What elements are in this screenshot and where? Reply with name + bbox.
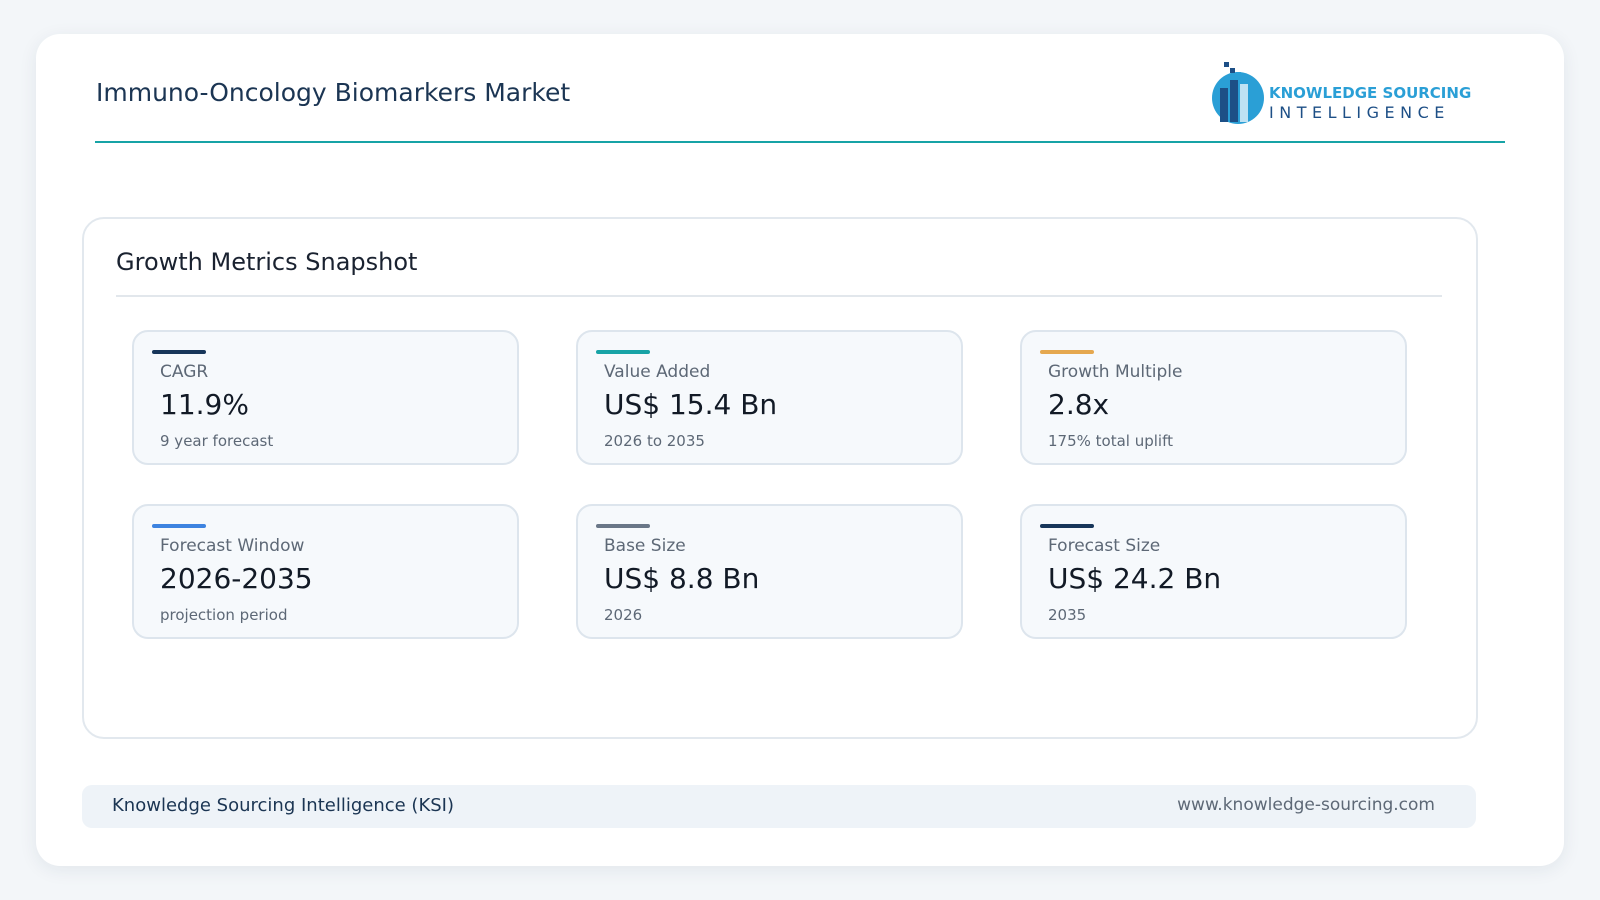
metric-label: Base Size bbox=[604, 536, 686, 556]
card-accent bbox=[596, 524, 650, 528]
logo-text: INTELLIGENCE bbox=[1269, 103, 1450, 122]
footer-bar bbox=[82, 785, 1476, 828]
metrics-panel bbox=[82, 217, 1478, 739]
metric-value: 2.8x bbox=[1048, 388, 1110, 421]
metric-card: Forecast Size US$ 24.2 Bn 2035 bbox=[1020, 504, 1407, 639]
metric-label: CAGR bbox=[160, 362, 209, 382]
metric-note: 2026 bbox=[604, 606, 643, 624]
metric-card: Value Added US$ 15.4 Bn 2026 to 2035 bbox=[576, 330, 963, 465]
card-accent bbox=[1040, 350, 1094, 354]
metric-card: Forecast Window 2026-2035 projection perio… bbox=[132, 504, 519, 639]
logo-pixel bbox=[1242, 76, 1247, 81]
metric-label: Forecast Size bbox=[1048, 536, 1161, 556]
metric-value: 2026-2035 bbox=[160, 562, 313, 595]
logo-text: KNOWLEDGE SOURCING bbox=[1269, 84, 1472, 102]
logo-bar bbox=[1230, 80, 1238, 122]
logo-pixel bbox=[1224, 62, 1229, 67]
metric-label: Growth Multiple bbox=[1048, 362, 1183, 382]
metric-value: 11.9% bbox=[160, 388, 249, 421]
metric-note: 9 year forecast bbox=[160, 432, 274, 450]
card-accent bbox=[152, 524, 206, 528]
logo-pixel bbox=[1230, 68, 1235, 73]
metric-label: Value Added bbox=[604, 362, 711, 382]
metric-note: 175% total uplift bbox=[1048, 432, 1173, 450]
logo-icon bbox=[1212, 62, 1264, 124]
metric-card: Growth Multiple 2.8x 175% total uplift bbox=[1020, 330, 1407, 465]
metric-card: Base Size US$ 8.8 Bn 2026 bbox=[576, 504, 963, 639]
metric-note: 2026 to 2035 bbox=[604, 432, 705, 450]
metric-note: 2035 bbox=[1048, 606, 1087, 624]
logo-bar bbox=[1240, 84, 1248, 122]
header-rule bbox=[95, 141, 1505, 143]
logo-pixel bbox=[1236, 72, 1241, 77]
metric-value: US$ 8.8 Bn bbox=[604, 562, 760, 595]
footer-text: Knowledge Sourcing Intelligence (KSI) bbox=[112, 795, 455, 816]
section-rule bbox=[116, 295, 1442, 297]
page-title: Immuno-Oncology Biomarkers Market bbox=[96, 78, 571, 107]
metric-label: Forecast Window bbox=[160, 536, 305, 556]
card-accent bbox=[152, 350, 206, 354]
card-accent bbox=[1040, 524, 1094, 528]
card-accent bbox=[596, 350, 650, 354]
metric-card: CAGR 11.9% 9 year forecast bbox=[132, 330, 519, 465]
metric-value: US$ 24.2 Bn bbox=[1048, 562, 1222, 595]
logo-bar bbox=[1220, 88, 1228, 122]
footer-url: www.knowledge-sourcing.com bbox=[1177, 795, 1435, 815]
metric-note: projection period bbox=[160, 606, 288, 624]
metric-value: US$ 15.4 Bn bbox=[604, 388, 778, 421]
section-title: Growth Metrics Snapshot bbox=[116, 248, 418, 276]
